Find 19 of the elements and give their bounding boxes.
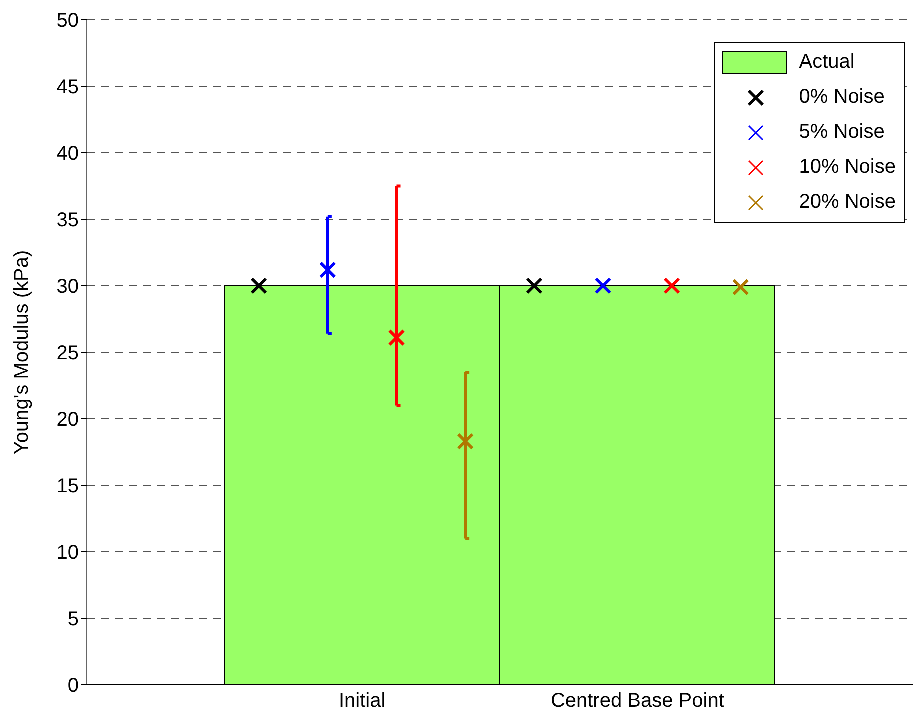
y-tick-label: 25 xyxy=(56,342,79,365)
y-tick-label: 45 xyxy=(56,76,79,99)
x-tick-label: Initial xyxy=(338,690,386,712)
legend-label: 0% Noise xyxy=(799,86,885,109)
legend-label: Actual xyxy=(799,51,855,74)
y-tick-label: 5 xyxy=(68,608,79,631)
y-tick-label: 10 xyxy=(56,542,79,564)
x-tick-label: Centred Base Point xyxy=(550,690,725,712)
y-tick-label: 50 xyxy=(56,10,79,32)
y-tick-label: 40 xyxy=(56,143,79,166)
y-tick-label: 15 xyxy=(56,476,79,498)
legend-label: 10% Noise xyxy=(799,156,896,179)
y-tick-label: 30 xyxy=(56,276,79,298)
y-tick-label: 20 xyxy=(56,409,79,432)
y-tick-label: 0 xyxy=(68,675,79,698)
y-axis-title: Young's Modulus (kPa) xyxy=(11,250,33,455)
legend-label: 20% Noise xyxy=(799,191,896,214)
legend-label: 5% Noise xyxy=(799,121,885,144)
y-tick-label: 35 xyxy=(56,210,79,232)
